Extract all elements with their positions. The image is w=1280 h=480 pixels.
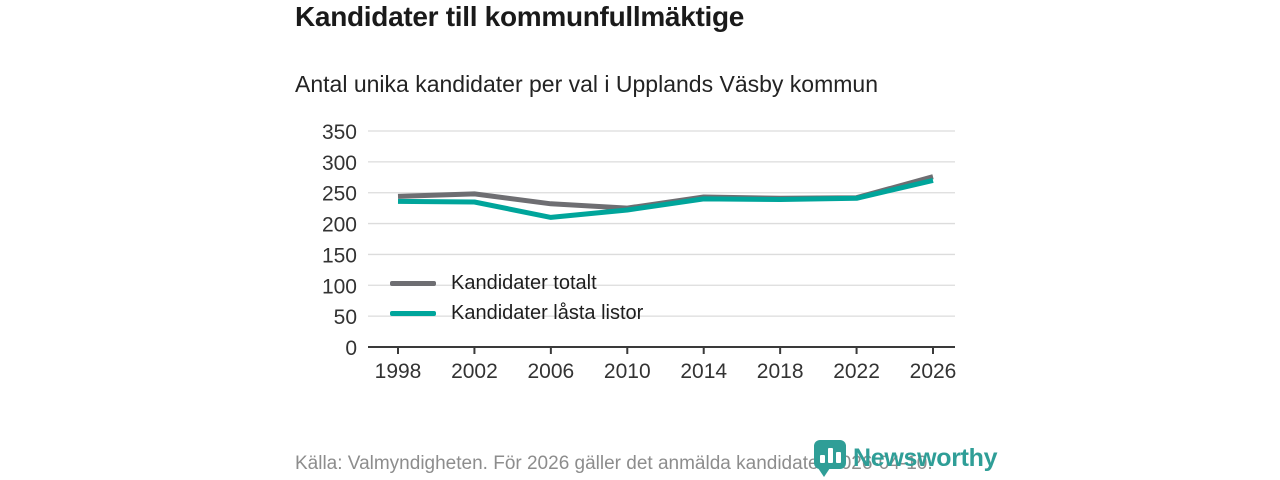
series-line-1 [397,177,934,220]
chart-subtitle: Antal unika kandidater per val i Uppland… [295,71,878,97]
legend-item-locked-lists: Kandidater låsta listor [390,298,643,328]
y-axis-tick-label: 0 [345,337,357,360]
bar-chart-icon [819,455,825,463]
newsworthy-wordmark: Newsworthy [853,444,998,472]
bar-chart-icon [827,448,833,463]
source-note: Källa: Valmyndigheten. För 2026 gäller d… [295,453,933,474]
x-axis-tick-label: 2026 [910,360,957,383]
x-axis-tick-label: 2018 [757,360,804,383]
x-axis-tick-label: 1998 [375,360,422,383]
y-axis-tick-label: 250 [322,183,357,206]
x-axis-tick-label: 2010 [604,360,651,383]
legend-label-total: Kandidater totalt [451,271,597,294]
newsworthy-logo-icon [814,440,846,477]
x-axis-tick-label: 2002 [451,360,498,383]
y-axis-tick-label: 200 [322,214,357,237]
legend-swatch-total [390,280,436,286]
legend-swatch-locked-lists [390,310,436,316]
x-axis-tick-label: 2014 [680,360,727,383]
y-axis-tick-label: 350 [322,121,357,144]
legend-item-total: Kandidater totalt [390,268,643,298]
newsworthy-brand: Newsworthy [814,440,998,477]
x-axis-tick-label: 2022 [833,360,880,383]
x-axis-tick-label: 2006 [527,360,574,383]
y-axis-tick-label: 150 [322,244,357,267]
y-axis-tick-label: 300 [322,152,357,175]
bar-chart-icon [835,452,841,463]
page-title: Kandidater till kommunfullmäktige [295,1,745,32]
y-axis-tick-label: 50 [334,306,357,329]
legend-label-locked-lists: Kandidater låsta listor [451,301,644,324]
y-axis-tick-label: 100 [322,275,357,298]
chart-legend: Kandidater totalt Kandidater låsta listo… [390,268,643,328]
